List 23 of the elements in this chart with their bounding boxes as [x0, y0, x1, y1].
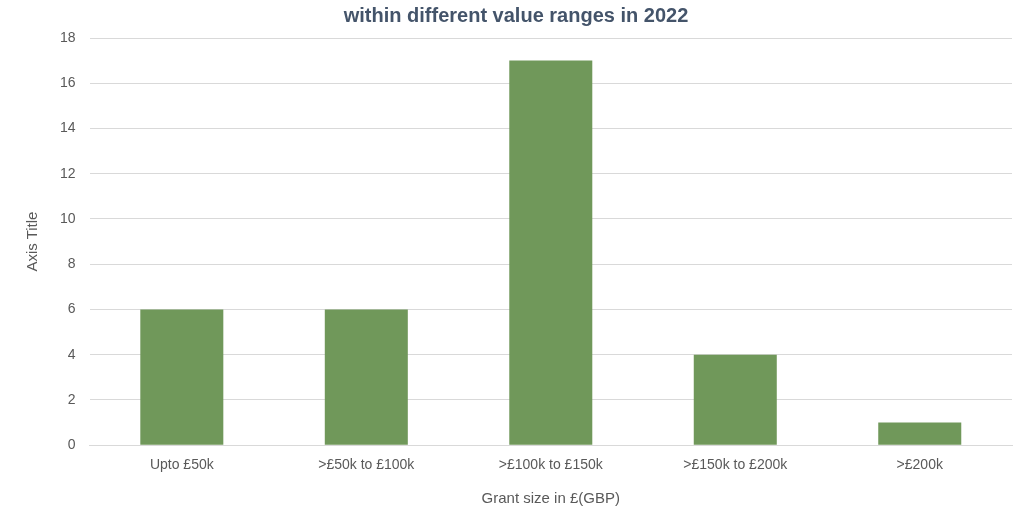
y-tick-label: 0	[67, 436, 76, 453]
chart-title: within different value ranges in 2022	[342, 3, 689, 26]
y-tick-label: 2	[67, 390, 76, 407]
y-tick-label: 10	[59, 209, 76, 226]
x-tick-label: >£50k to £100k	[318, 456, 416, 473]
bar	[509, 60, 593, 445]
y-axis-title: Axis Title	[23, 211, 41, 272]
y-tick-label: 8	[67, 255, 76, 272]
bar	[140, 309, 224, 445]
x-tick-label: >£200k	[896, 456, 944, 473]
y-tick-label: 14	[59, 119, 76, 136]
y-tick-label: 16	[59, 74, 76, 91]
y-tick-label: 12	[59, 164, 76, 181]
bar	[324, 309, 408, 445]
x-tick-label: Upto £50k	[149, 456, 215, 473]
x-tick-label: >£100k to £150k	[498, 456, 604, 473]
x-tick-label: >£150k to £200k	[683, 456, 789, 473]
y-tick-label: 6	[67, 300, 76, 317]
y-tick-label: 18	[59, 28, 76, 45]
bar	[693, 354, 777, 445]
x-axis-title: Grant size in £(GBP)	[481, 489, 620, 507]
bar	[878, 422, 962, 445]
y-tick-label: 4	[67, 345, 76, 362]
